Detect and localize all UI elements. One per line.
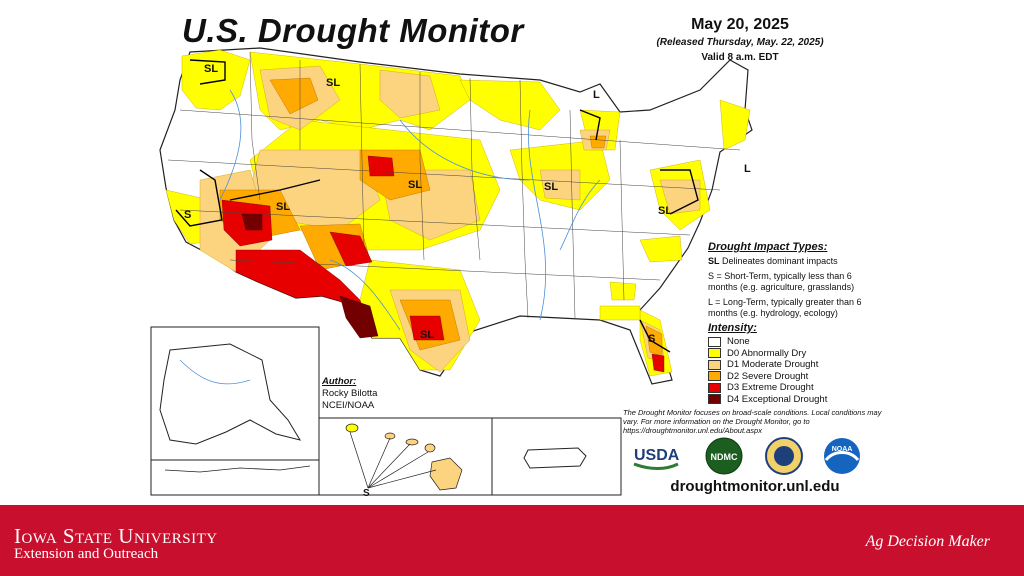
svg-text:USDA: USDA xyxy=(634,447,680,464)
label-s-hi: S xyxy=(363,488,370,499)
usda-logo: USDA xyxy=(633,447,680,470)
swatch-d1 xyxy=(708,359,721,370)
label-s-ca: S xyxy=(184,209,191,221)
partner-logos: USDA NDMC NOAA xyxy=(633,437,860,475)
label-sl-ne: SL xyxy=(408,179,422,191)
intensity-legend: Intensity: None D0 Abnormally Dry D1 Mod… xyxy=(708,322,883,405)
label-sl-ut: SL xyxy=(276,201,290,213)
legend-row: D4 Exceptional Drought xyxy=(708,394,883,406)
impact-lines xyxy=(175,59,699,353)
footer-bar xyxy=(0,505,1024,576)
author-header: Author: xyxy=(322,376,357,387)
swatch-d4 xyxy=(708,394,721,405)
swatch-d3 xyxy=(708,382,721,393)
right-margin xyxy=(886,0,1024,505)
site-url[interactable]: droughtmonitor.unl.edu xyxy=(670,478,840,495)
university-name: Iowa State University xyxy=(14,524,218,548)
brand-name: Ag Decision Maker xyxy=(865,533,990,550)
map-date: May 20, 2025 xyxy=(691,16,789,33)
label-s-fl: S xyxy=(648,333,655,345)
extension-name: Extension and Outreach xyxy=(14,546,159,562)
hawaii-islands xyxy=(345,423,463,491)
page-title: U.S. Drought Monitor xyxy=(182,12,524,49)
svg-text:NOAA: NOAA xyxy=(832,446,853,453)
legend-row: D1 Moderate Drought xyxy=(708,359,883,371)
noaa-logo: NOAA xyxy=(824,438,860,474)
label-sl-va: SL xyxy=(658,205,672,217)
monitor-note: The Drought Monitor focuses on broad-sca… xyxy=(623,408,882,435)
label-l-mi: L xyxy=(593,89,600,101)
swatch-d2 xyxy=(708,371,721,382)
impact-delineates: SL Delineates dominant impacts xyxy=(708,256,838,266)
legend-row: None xyxy=(708,336,883,348)
swatch-d0 xyxy=(708,348,721,359)
author-block: Author: Rocky Bilotta NCEI/NOAA xyxy=(322,376,377,412)
label-sl-wa: SL xyxy=(204,63,218,75)
impact-symbol: SL xyxy=(708,256,720,266)
legend-row: D3 Extreme Drought xyxy=(708,382,883,394)
swatch-none xyxy=(708,336,721,347)
alaska-shape xyxy=(159,343,302,445)
legend-row: D0 Abnormally Dry xyxy=(708,348,883,360)
author-org: NCEI/NOAA xyxy=(322,400,375,411)
impact-legend: Drought Impact Types: SL Delineates domi… xyxy=(708,242,883,323)
legend-row: D2 Severe Drought xyxy=(708,371,883,383)
svg-text:NDMC: NDMC xyxy=(711,452,738,462)
puerto-rico-shape xyxy=(523,447,587,469)
intensity-header: Intensity: xyxy=(708,322,757,334)
label-sl-il: SL xyxy=(544,181,558,193)
label-sl-tx: SL xyxy=(420,329,434,341)
valid-time: Valid 8 a.m. EDT xyxy=(701,52,779,63)
release-date: (Released Thursday, May. 22, 2025) xyxy=(656,37,824,48)
seal-icon xyxy=(765,437,803,475)
impact-long-term: L = Long-Term, typically greater than 6 … xyxy=(708,297,862,318)
label-sl-mt: SL xyxy=(326,77,340,89)
impact-header: Drought Impact Types: xyxy=(708,241,828,253)
rivers xyxy=(219,89,601,331)
impact-short-term: S = Short-Term, typically less than 6 mo… xyxy=(708,271,855,292)
label-l-ne: L xyxy=(744,163,751,175)
drought-map: SL SL L S SL SL SL L SL SL S xyxy=(150,47,753,499)
ndmc-logo: NDMC xyxy=(705,437,743,475)
author-name: Rocky Bilotta xyxy=(322,388,378,399)
d4-regions xyxy=(241,213,379,339)
state-borders xyxy=(167,51,741,319)
